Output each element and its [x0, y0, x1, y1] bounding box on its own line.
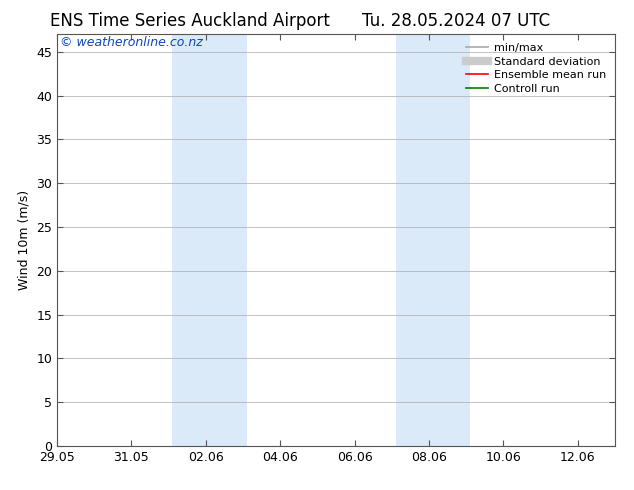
Text: Tu. 28.05.2024 07 UTC: Tu. 28.05.2024 07 UTC	[363, 12, 550, 30]
Title: ENS Time Series Auckland Airport     Tu. 28.05.2024 07 UTC: ENS Time Series Auckland Airport Tu. 28.…	[0, 489, 1, 490]
Bar	[172, 34, 247, 446]
Text: © weatheronline.co.nz: © weatheronline.co.nz	[60, 36, 203, 49]
Bar	[396, 34, 470, 446]
Text: ENS Time Series Auckland Airport: ENS Time Series Auckland Airport	[50, 12, 330, 30]
Y-axis label: Wind 10m (m/s): Wind 10m (m/s)	[18, 190, 31, 290]
Legend: min/max, Standard deviation, Ensemble mean run, Controll run: min/max, Standard deviation, Ensemble me…	[462, 39, 611, 98]
